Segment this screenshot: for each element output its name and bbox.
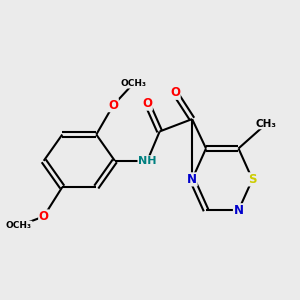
Text: NH: NH [138, 156, 157, 166]
Text: N: N [233, 204, 244, 217]
Text: O: O [142, 97, 152, 110]
Text: N: N [187, 173, 197, 186]
Text: O: O [108, 99, 118, 112]
Text: O: O [39, 210, 49, 223]
Text: OCH₃: OCH₃ [6, 221, 32, 230]
Text: S: S [248, 173, 256, 186]
Text: CH₃: CH₃ [256, 119, 277, 129]
Text: OCH₃: OCH₃ [120, 79, 146, 88]
Text: O: O [170, 86, 180, 99]
